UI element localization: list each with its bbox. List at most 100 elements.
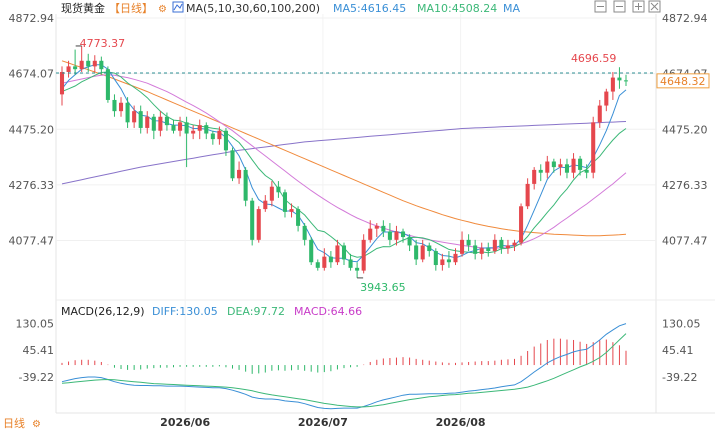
candle-down (309, 239, 314, 263)
candle-up (237, 169, 242, 179)
candle-up (197, 125, 202, 131)
ma5-value: MA5:4616.45 (333, 2, 406, 15)
candle-up (394, 231, 399, 240)
crosshair-icon[interactable] (594, 0, 607, 13)
y-tick-right: 4872.94 (662, 12, 708, 25)
candle-down (151, 116, 156, 131)
candle-down (414, 245, 419, 260)
y-tick-right: 4276.33 (662, 179, 708, 192)
candle-up (322, 256, 327, 268)
candle-up (597, 105, 602, 123)
candle-down (400, 231, 406, 238)
ma30-line (61, 74, 627, 249)
candle-down (105, 69, 110, 100)
candle-down (204, 125, 209, 134)
candle-up (263, 200, 268, 210)
candle-up (512, 242, 517, 246)
period-high-label: 4773.37 (80, 37, 126, 50)
candle-up (460, 239, 465, 254)
period-switch[interactable]: 日线 (3, 416, 25, 430)
y-tick-right: 4475.20 (662, 123, 708, 136)
candle-up (525, 183, 530, 207)
candle-down (427, 245, 432, 252)
macd-hist-value: MACD:64.66 (294, 305, 362, 318)
candle-up (545, 161, 550, 173)
price-overlay: 4648.32 4773.37 3943.65 4696.59 (56, 37, 710, 294)
ma-toggle-icon-line (173, 3, 183, 11)
candle-down (486, 248, 491, 252)
candle-down (466, 239, 471, 246)
candle-down (184, 122, 189, 134)
window-controls (594, 0, 661, 13)
x-tick-label: 2026/08 (436, 416, 486, 429)
candle-down (125, 102, 130, 123)
candle-up (79, 60, 84, 70)
period-switch-gear-icon[interactable]: ⚙ (32, 419, 41, 430)
macd-diff-line (61, 323, 627, 410)
macd-y-tick-left: 130.05 (16, 318, 55, 331)
candlesticks (59, 45, 629, 278)
y-tick-left: 4276.33 (9, 179, 55, 192)
candle-up (118, 102, 124, 112)
candle-up (368, 228, 373, 240)
candle-up (289, 209, 294, 212)
candle-up (571, 158, 576, 173)
candle-down (617, 77, 622, 81)
ma-more-value: MA (503, 2, 520, 15)
candle-up (269, 186, 274, 201)
y-tick-left: 4077.47 (9, 235, 55, 248)
candle-down (348, 259, 353, 268)
candle-up (374, 225, 379, 229)
y-tick-right: 4077.47 (662, 235, 708, 248)
y-tick-left: 4872.94 (9, 12, 55, 25)
candle-down (243, 169, 248, 201)
candle-up (519, 206, 524, 243)
macd-y-tick-left: 45.41 (23, 344, 55, 357)
candle-down (578, 158, 583, 170)
moving-average-lines (61, 60, 627, 263)
instrument-title: 现货黄金 (61, 1, 105, 15)
macd-y-tick-right: 130.05 (662, 318, 701, 331)
candle-down (341, 245, 347, 260)
ma100-line (61, 121, 627, 185)
candle-up (532, 169, 537, 184)
current-price-label: 4648.32 (660, 75, 706, 88)
candle-down (164, 116, 169, 126)
candle-down (276, 186, 281, 193)
ma-parameters: MA(5,10,30,60,100,200) (186, 2, 320, 15)
candle-up (558, 164, 563, 168)
candle-down (433, 251, 438, 266)
candle-down (623, 80, 629, 82)
y-tick-left: 4674.07 (9, 68, 55, 81)
candle-up (453, 253, 458, 263)
macd-parameters: MACD(26,12,9) (61, 305, 145, 318)
candle-up (66, 66, 71, 72)
candle-down (250, 200, 255, 240)
period-selector[interactable]: 【日线】 (109, 1, 153, 15)
candle-down (407, 237, 412, 246)
candle-down (328, 256, 333, 263)
macd-panel: 130.05 130.05 45.41 45.41 -39.22 -39.22 (16, 318, 701, 410)
current-price-box (656, 73, 710, 89)
settings-gear-icon[interactable]: ⚙ (158, 4, 167, 15)
candle-up (335, 245, 340, 263)
candle-up (440, 259, 445, 266)
candle-down (223, 130, 228, 151)
candle-down (551, 161, 556, 168)
candle-down (112, 99, 117, 112)
candle-up (610, 77, 615, 92)
candle-up (492, 239, 497, 252)
candle-down (387, 231, 392, 240)
ma-toggle-icon[interactable] (172, 1, 184, 13)
candle-down (473, 245, 478, 254)
candle-up (191, 130, 196, 134)
candle-down (538, 169, 543, 173)
close-icon-b (650, 2, 659, 11)
candle-down (355, 267, 360, 271)
macd-y-tick-right: 45.41 (662, 344, 694, 357)
close-icon[interactable] (648, 0, 661, 13)
ma60-line (61, 60, 627, 237)
zoom-out-icon[interactable] (613, 0, 626, 13)
zoom-in-icon[interactable] (632, 0, 645, 13)
ma10-line (61, 71, 627, 258)
